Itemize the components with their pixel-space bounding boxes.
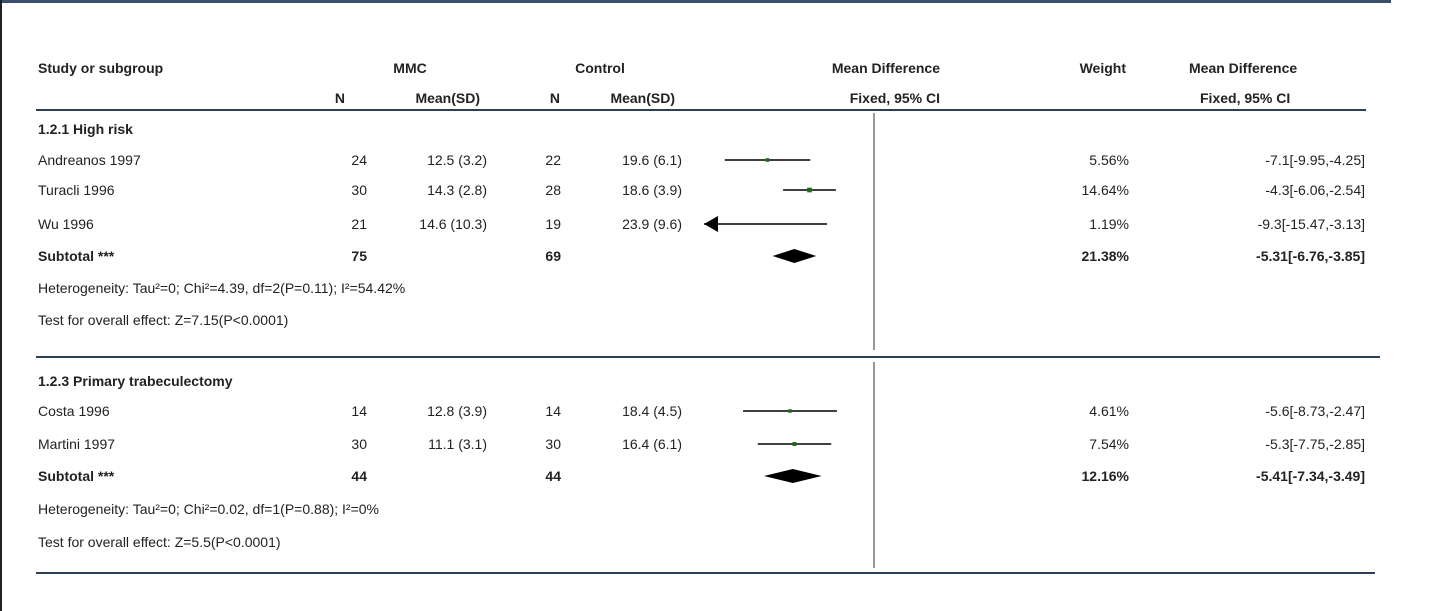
ci-arrow <box>704 216 718 232</box>
point-estimate <box>792 442 797 446</box>
study-mean-mmc: 12.5 (3.2) <box>427 152 487 168</box>
study-ci: -5.6[-8.73,-2.47] <box>1265 403 1365 419</box>
study-ci: -7.1[-9.95,-4.25] <box>1265 152 1365 168</box>
subtotal-n-control: 69 <box>545 248 561 264</box>
header-control: Control <box>575 60 625 76</box>
subtotal-label: Subtotal *** <box>38 248 115 264</box>
study-name: Martini 1997 <box>38 436 116 452</box>
study-n-control: 28 <box>545 182 561 198</box>
study-mean-control: 18.6 (3.9) <box>622 182 682 198</box>
study-n-control: 19 <box>545 216 561 232</box>
subtotal-ci: -5.41[-7.34,-3.49] <box>1256 468 1365 484</box>
study-mean-control: 18.4 (4.5) <box>622 403 682 419</box>
study-n-control: 30 <box>545 436 561 452</box>
subtotal-n-control: 44 <box>545 468 561 484</box>
subtotal-label: Subtotal *** <box>38 468 115 484</box>
header-mean-mmc: Mean(SD) <box>415 90 480 106</box>
header-mean-control: Mean(SD) <box>610 90 675 106</box>
left-border <box>0 0 2 611</box>
study-ci: -9.3[-15.47,-3.13] <box>1257 216 1365 232</box>
point-estimate <box>807 187 812 193</box>
heterogeneity-text: Heterogeneity: Tau²=0; Chi²=0.02, df=1(P… <box>38 501 380 517</box>
study-n-mmc: 30 <box>351 182 367 198</box>
null-line-group-2 <box>873 362 875 568</box>
null-line-group-1 <box>873 113 875 350</box>
study-ci: -5.3[-7.75,-2.85] <box>1265 436 1365 452</box>
heterogeneity-text: Heterogeneity: Tau²=0; Chi²=4.39, df=2(P… <box>38 280 406 296</box>
study-weight: 5.56% <box>1089 152 1129 168</box>
study-mean-control: 23.9 (9.6) <box>622 216 682 232</box>
study-weight: 4.61% <box>1089 403 1129 419</box>
study-ci: -4.3[-6.06,-2.54] <box>1265 182 1365 198</box>
header-rule <box>36 109 1366 111</box>
study-mean-control: 16.4 (6.1) <box>622 436 682 452</box>
study-mean-mmc: 12.8 (3.9) <box>427 403 487 419</box>
study-name: Turacli 1996 <box>38 182 115 198</box>
subtotal-diamond <box>763 469 822 483</box>
subtotal-ci: -5.31[-6.76,-3.85] <box>1256 248 1365 264</box>
study-n-mmc: 24 <box>351 152 367 168</box>
point-estimate <box>788 409 792 413</box>
study-name: Wu 1996 <box>38 216 94 232</box>
subtotal-weight: 21.38% <box>1081 248 1129 264</box>
bottom-rule <box>36 572 1375 574</box>
subtotal-n-mmc: 44 <box>351 468 367 484</box>
top-border <box>0 0 1391 3</box>
study-n-mmc: 14 <box>351 403 367 419</box>
header-weight: Weight <box>1079 60 1126 76</box>
study-n-mmc: 30 <box>351 436 367 452</box>
group-separator <box>36 356 1380 358</box>
study-weight: 7.54% <box>1089 436 1129 452</box>
header-n-control: N <box>549 90 560 106</box>
group-title: 1.2.1 High risk <box>38 121 133 137</box>
header-fixed-ci: Fixed, 95% CI <box>849 90 940 106</box>
point-estimate <box>765 158 770 162</box>
study-n-control: 22 <box>545 152 561 168</box>
overall-effect-text: Test for overall effect: Z=7.15(P<0.0001… <box>38 312 289 328</box>
group-title: 1.2.3 Primary trabeculectomy <box>38 373 233 389</box>
header-mean-difference: Mean Difference <box>831 60 940 76</box>
header-fixed-ci-2: Fixed, 95% CI <box>1200 90 1291 106</box>
header-mmc: MMC <box>393 60 427 76</box>
study-mean-mmc: 14.6 (10.3) <box>419 216 487 232</box>
study-mean-mmc: 14.3 (2.8) <box>427 182 487 198</box>
header-mean-difference-2: Mean Difference <box>1189 60 1298 76</box>
study-mean-control: 19.6 (6.1) <box>622 152 682 168</box>
subtotal-n-mmc: 75 <box>351 248 367 264</box>
study-n-mmc: 21 <box>351 216 367 232</box>
study-mean-mmc: 11.1 (3.1) <box>428 436 487 452</box>
study-n-control: 14 <box>545 403 561 419</box>
overall-effect-text: Test for overall effect: Z=5.5(P<0.0001) <box>38 534 281 550</box>
header-study: Study or subgroup <box>38 60 164 76</box>
header-n-mmc: N <box>334 90 345 106</box>
subtotal-weight: 12.16% <box>1081 468 1129 484</box>
study-name: Andreanos 1997 <box>38 152 141 168</box>
study-weight: 14.64% <box>1081 182 1129 198</box>
study-name: Costa 1996 <box>38 403 110 419</box>
study-weight: 1.19% <box>1089 216 1129 232</box>
subtotal-diamond <box>772 249 817 263</box>
